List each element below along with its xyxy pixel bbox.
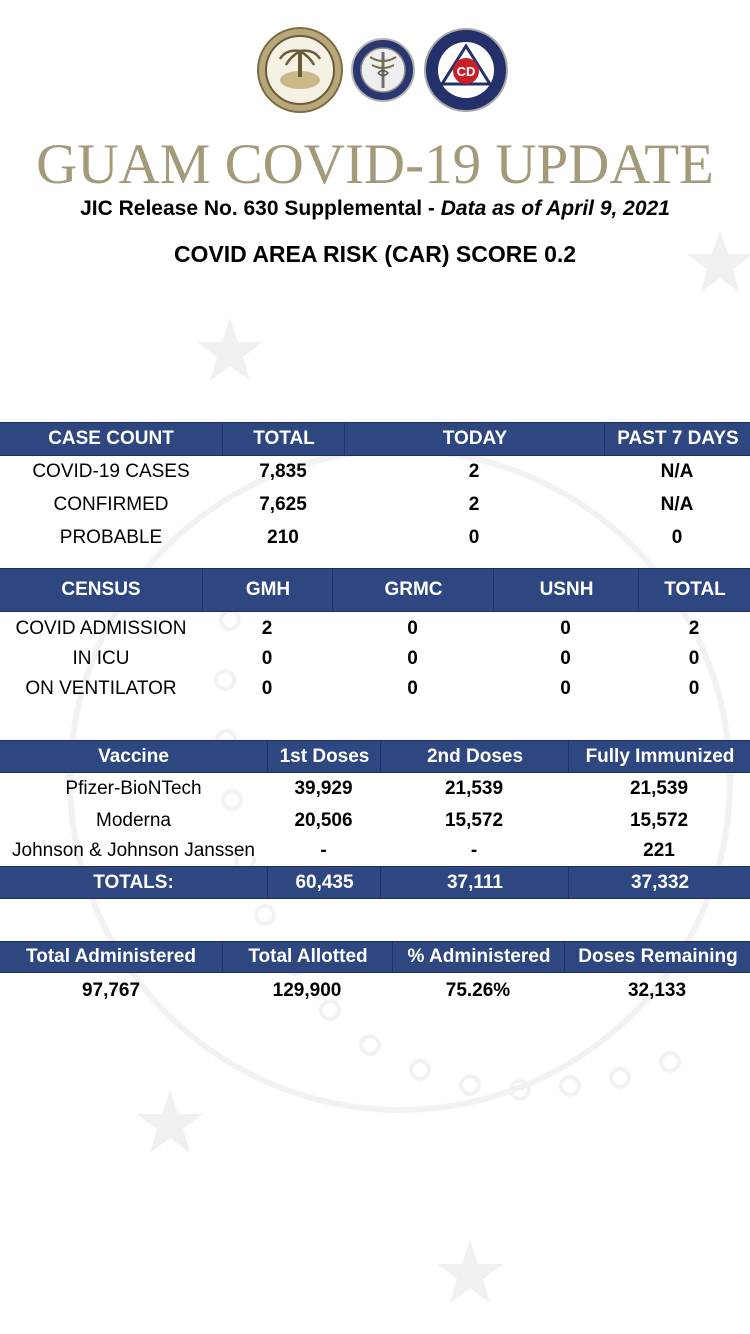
census-gmh: 0 bbox=[261, 648, 273, 669]
census-total: 0 bbox=[688, 648, 700, 669]
vaccine-col: Vaccine bbox=[98, 746, 169, 767]
total-allotted-value: 129,900 bbox=[272, 980, 342, 1001]
table-row: Johnson & Johnson Janssen - - 221 bbox=[0, 835, 750, 866]
table-row: PROBABLE 210 0 0 bbox=[0, 522, 750, 554]
civil-defense-mark: CD bbox=[457, 64, 476, 79]
case-label: COVID-19 CASES bbox=[32, 461, 190, 482]
case-total: 210 bbox=[267, 527, 299, 548]
percent-administered-value: 75.26% bbox=[445, 980, 511, 1001]
case-today: 2 bbox=[468, 494, 480, 515]
census-grmc: 0 bbox=[407, 648, 418, 669]
table-row: 97,767 129,900 75.26% 32,133 bbox=[0, 975, 750, 1007]
admin-col: Total Administered bbox=[26, 946, 196, 967]
census-label: ON VENTILATOR bbox=[25, 678, 177, 699]
case-past7: N/A bbox=[660, 494, 694, 515]
vaccine-2nd: 15,572 bbox=[444, 810, 504, 831]
census-total: 2 bbox=[688, 618, 700, 639]
administration-header: Total Administered Total Allotted % Admi… bbox=[0, 941, 750, 973]
table-row: Moderna 20,506 15,572 15,572 bbox=[0, 805, 750, 836]
census-label: COVID ADMISSION bbox=[15, 618, 187, 639]
census-gmh: 0 bbox=[261, 678, 273, 699]
vaccine-name: Moderna bbox=[96, 810, 171, 831]
public-health-logo bbox=[351, 38, 415, 102]
vaccine-name: Johnson & Johnson Janssen bbox=[12, 840, 255, 861]
total-administered-value: 97,767 bbox=[81, 980, 141, 1001]
table-row: CONFIRMED 7,625 2 N/A bbox=[0, 489, 750, 521]
release-date: Data as of April 9, 2021 bbox=[440, 197, 670, 220]
vaccine-name: Pfizer-BioNTech bbox=[65, 778, 202, 799]
case-count-col: TODAY bbox=[344, 423, 605, 455]
vaccine-full: 15,572 bbox=[629, 810, 689, 831]
census-col: TOTAL bbox=[638, 569, 750, 611]
vaccine-col: 2nd Doses bbox=[380, 741, 569, 772]
census-label: IN ICU bbox=[72, 648, 130, 669]
census-col: GRMC bbox=[332, 569, 494, 611]
totals-1st: 60,435 bbox=[267, 867, 381, 898]
census-grmc: 0 bbox=[407, 618, 418, 639]
census-gmh: 2 bbox=[261, 618, 273, 639]
census-col: CENSUS bbox=[61, 579, 141, 600]
census-col: GMH bbox=[202, 569, 333, 611]
census-total: 0 bbox=[688, 678, 700, 699]
governor-seal-logo bbox=[257, 27, 343, 113]
vaccine-1st: - bbox=[320, 840, 327, 861]
vaccine-1st: 39,929 bbox=[294, 778, 353, 799]
census-usnh: 0 bbox=[560, 648, 571, 669]
table-row: Pfizer-BioNTech 39,929 21,539 21,539 bbox=[0, 773, 750, 804]
case-count-col: PAST 7 DAYS bbox=[604, 423, 750, 455]
agency-logos: CD bbox=[257, 27, 508, 113]
doses-remaining-value: 32,133 bbox=[627, 980, 687, 1001]
release-number: JIC Release No. 630 Supplemental - bbox=[80, 197, 441, 220]
case-today: 0 bbox=[468, 527, 480, 548]
case-total: 7,625 bbox=[259, 494, 307, 515]
census-usnh: 0 bbox=[560, 618, 571, 639]
vaccine-1st: 20,506 bbox=[294, 810, 353, 831]
case-total: 7,835 bbox=[259, 461, 307, 482]
case-count-header: CASE COUNT TOTAL TODAY PAST 7 DAYS bbox=[0, 422, 750, 456]
case-label: CONFIRMED bbox=[53, 494, 169, 515]
case-past7: 0 bbox=[671, 527, 683, 548]
table-row: ON VENTILATOR 0 0 0 0 bbox=[0, 674, 750, 704]
census-usnh: 0 bbox=[560, 678, 571, 699]
census-grmc: 0 bbox=[407, 678, 418, 699]
admin-col: Total Allotted bbox=[222, 942, 393, 972]
vaccine-full: 21,539 bbox=[629, 778, 689, 799]
totals-full: 37,332 bbox=[568, 867, 750, 898]
case-label: PROBABLE bbox=[59, 527, 163, 548]
vaccine-col: 1st Doses bbox=[267, 741, 381, 772]
case-today: 2 bbox=[468, 461, 480, 482]
civil-defense-logo: CD bbox=[424, 28, 508, 112]
car-score: COVID AREA RISK (CAR) SCORE 0.2 bbox=[173, 241, 577, 267]
totals-2nd: 37,111 bbox=[380, 867, 569, 898]
admin-col: % Administered bbox=[392, 942, 565, 972]
vaccine-col: Fully Immunized bbox=[568, 741, 750, 772]
vaccine-full: 221 bbox=[643, 840, 675, 861]
vaccine-2nd: 21,539 bbox=[444, 778, 504, 799]
census-col: USNH bbox=[493, 569, 639, 611]
vaccine-header: Vaccine 1st Doses 2nd Doses Fully Immuni… bbox=[0, 740, 750, 773]
vaccine-2nd: - bbox=[470, 840, 478, 861]
table-row: IN ICU 0 0 0 0 bbox=[0, 644, 750, 674]
case-past7: N/A bbox=[660, 461, 694, 482]
admin-col: Doses Remaining bbox=[564, 942, 750, 972]
vaccine-totals-row: TOTALS: 60,435 37,111 37,332 bbox=[0, 866, 750, 899]
census-header: CENSUS GMH GRMC USNH TOTAL bbox=[0, 568, 750, 612]
table-row: COVID ADMISSION 2 0 0 2 bbox=[0, 614, 750, 644]
table-row: COVID-19 CASES 7,835 2 N/A bbox=[0, 456, 750, 488]
case-count-col: CASE COUNT bbox=[48, 428, 174, 449]
page-title: GUAM COVID-19 UPDATE bbox=[36, 133, 714, 196]
totals-label: TOTALS: bbox=[93, 872, 174, 893]
case-count-col: TOTAL bbox=[222, 423, 345, 455]
release-line: JIC Release No. 630 Supplemental - Data … bbox=[0, 197, 750, 221]
